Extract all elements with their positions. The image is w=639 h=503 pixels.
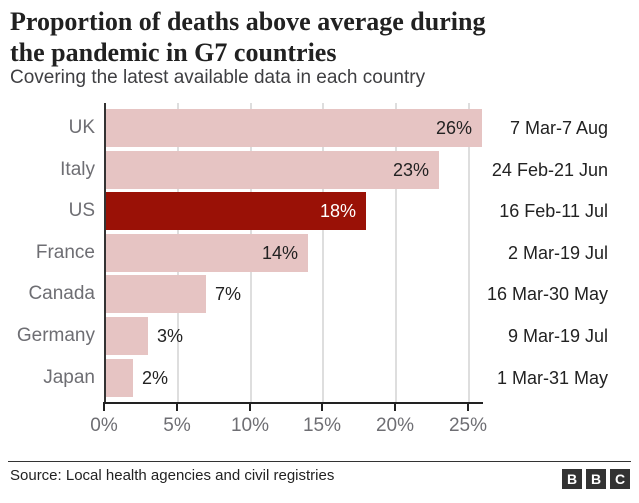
value-label-uk: 26% — [435, 118, 472, 138]
bar-row-uk: UK 26% 7 Mar-7 Aug — [0, 109, 639, 147]
bbc-logo-block-b2: B — [586, 469, 606, 489]
category-label-germany: Germany — [16, 325, 95, 346]
bbc-logo-block-b1: B — [562, 469, 582, 489]
gridline-15% — [322, 103, 324, 403]
bar-japan — [104, 359, 133, 397]
bar-canada — [104, 275, 206, 313]
value-label-france: 14% — [261, 243, 298, 263]
bbc-logo: B B C — [562, 469, 630, 489]
bar-row-japan: Japan 2% 1 Mar-31 May — [0, 359, 639, 397]
value-label-canada: 7% — [215, 284, 242, 304]
x-tick-label-5%: 5% — [163, 415, 191, 436]
x-tick-label-15%: 15% — [302, 415, 342, 436]
page-title-line-2: the pandemic in G7 countries — [10, 38, 337, 67]
value-label-italy: 23% — [392, 160, 429, 180]
bar-row-germany: Germany 3% 9 Mar-19 Jul — [0, 317, 639, 355]
x-tick-label-25%: 25% — [448, 415, 488, 436]
date-range-label-canada: 16 Mar-30 May — [486, 284, 608, 304]
x-tick-25% — [467, 403, 469, 411]
page-subtitle: Covering the latest available data in ea… — [10, 67, 426, 88]
date-range-label-uk: 7 Mar-7 Aug — [509, 118, 608, 138]
x-tick-10% — [249, 403, 251, 411]
category-label-italy: Italy — [60, 159, 95, 180]
category-label-france: France — [35, 242, 95, 263]
bar-row-france: France 14% 2 Mar-19 Jul — [0, 234, 639, 272]
page-title-line-1: Proportion of deaths above average durin… — [10, 7, 486, 36]
category-label-us: US — [68, 200, 95, 221]
bar-row-us: US 18% 16 Feb-11 Jul — [0, 192, 639, 230]
page-title: Proportion of deaths above average durin… — [10, 6, 485, 68]
value-label-japan: 2% — [142, 368, 169, 388]
x-tick-label-10%: 10% — [230, 415, 270, 436]
gridline-25% — [468, 103, 470, 403]
x-tick-label-0%: 0% — [90, 415, 118, 436]
footer-divider — [8, 461, 631, 462]
x-tick-5% — [176, 403, 178, 411]
date-range-label-germany: 9 Mar-19 Jul — [507, 326, 608, 346]
x-axis-line — [103, 402, 483, 404]
value-label-germany: 3% — [157, 326, 184, 346]
date-range-label-us: 16 Feb-11 Jul — [499, 201, 608, 221]
gridline-20% — [395, 103, 397, 403]
date-range-label-japan: 1 Mar-31 May — [496, 368, 608, 388]
x-tick-20% — [394, 403, 396, 411]
x-tick-15% — [321, 403, 323, 411]
value-label-us: 18% — [319, 201, 356, 221]
bar-france — [104, 234, 308, 272]
x-tick-0% — [103, 403, 105, 411]
bar-uk — [104, 109, 482, 147]
bar-row-italy: Italy 23% 24 Feb-21 Jun — [0, 151, 639, 189]
date-range-label-italy: 24 Feb-21 Jun — [491, 160, 608, 180]
category-label-japan: Japan — [43, 367, 95, 388]
x-tick-label-20%: 20% — [375, 415, 415, 436]
category-label-canada: Canada — [28, 283, 95, 304]
bar-italy — [104, 151, 439, 189]
category-label-uk: UK — [68, 117, 95, 138]
bar-germany — [104, 317, 148, 355]
source-text: Source: Local health agencies and civil … — [10, 467, 335, 484]
bar-row-canada: Canada 7% 16 Mar-30 May — [0, 275, 639, 313]
bbc-logo-block-c: C — [610, 469, 630, 489]
date-range-label-france: 2 Mar-19 Jul — [507, 243, 608, 263]
bar-us — [104, 192, 366, 230]
y-axis-line — [104, 103, 106, 403]
